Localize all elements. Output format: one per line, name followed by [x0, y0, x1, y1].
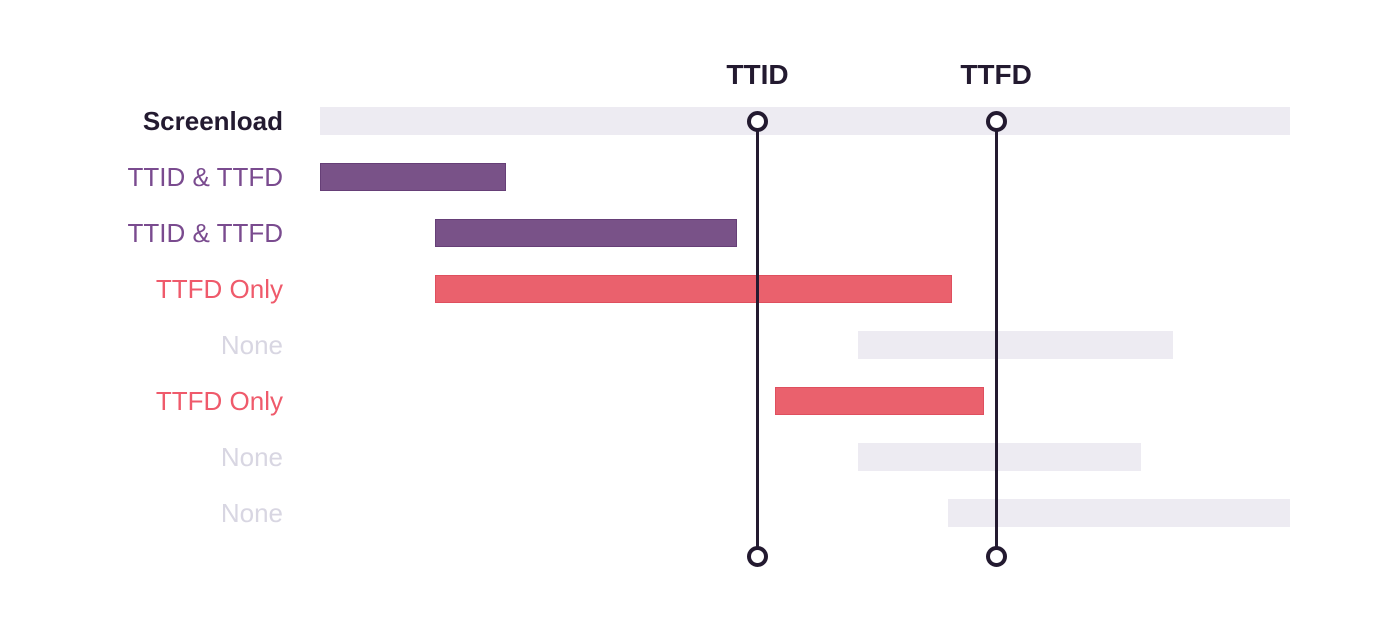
ttfd-marker-circle-top [985, 110, 1007, 132]
ttid-marker-circle-bottom [746, 545, 768, 567]
row-label-none: None [220, 498, 283, 528]
span-bar-none [858, 331, 1173, 359]
row-label-none: None [220, 330, 283, 360]
span-bar-ttid-ttfd [320, 163, 507, 191]
row-label-none: None [220, 442, 283, 472]
row-label-ttid-ttfd: TTID & TTFD [127, 162, 283, 192]
row-label-screenload: Screenload [142, 106, 283, 136]
span-bar-screenload [320, 107, 1290, 135]
span-bar-ttid-ttfd [435, 219, 738, 247]
ttfd-marker-line [994, 121, 998, 556]
span-bar-ttfd-only [435, 275, 953, 303]
span-bar-none [858, 443, 1141, 471]
span-bar-ttfd-only [774, 387, 985, 415]
ttid-marker-circle-top [746, 110, 768, 132]
row-label-ttfd-only: TTFD Only [155, 274, 283, 304]
ttfd-marker-circle-bottom [985, 545, 1007, 567]
ttid-marker-line [755, 121, 759, 556]
ttid-marker-label: TTID [726, 59, 789, 90]
row-label-ttid-ttfd: TTID & TTFD [127, 218, 283, 248]
row-label-ttfd-only: TTFD Only [155, 386, 283, 416]
ttfd-marker-label: TTFD [960, 59, 1032, 90]
span-bar-none [947, 499, 1290, 527]
